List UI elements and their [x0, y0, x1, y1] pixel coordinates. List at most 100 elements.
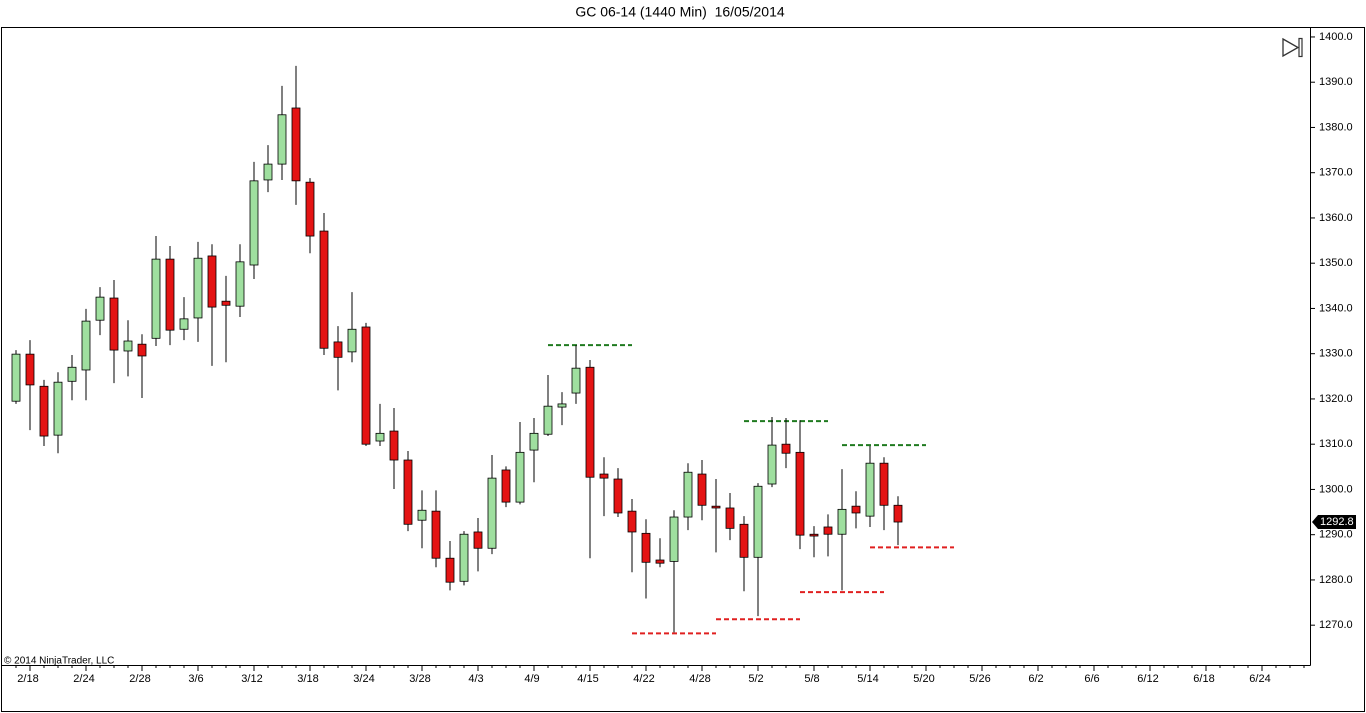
- candle-body: [725, 507, 735, 529]
- chart-title: GC 06-14 (1440 Min) 16/05/2014: [575, 4, 785, 20]
- candle-body: [473, 531, 483, 549]
- candle-body: [67, 366, 77, 382]
- candle-body: [557, 403, 567, 408]
- candle-body: [347, 328, 357, 353]
- candle-body: [767, 444, 777, 485]
- candle-body: [487, 477, 497, 549]
- y-tick-label: 1390.0: [1319, 76, 1353, 88]
- x-tick-label: 2/24: [73, 673, 94, 685]
- candle-body: [585, 366, 595, 478]
- candle-body: [613, 478, 623, 514]
- y-tick-label: 1340.0: [1319, 302, 1353, 314]
- x-tick-label: 5/20: [913, 673, 934, 685]
- candle-body: [515, 451, 525, 503]
- chart-frame: [1, 27, 1365, 712]
- x-tick-label: 4/3: [468, 673, 483, 685]
- candle-body: [417, 509, 427, 521]
- candle-body: [627, 510, 637, 533]
- x-tick-label: 6/12: [1137, 673, 1158, 685]
- x-tick-label: 3/6: [188, 673, 203, 685]
- candle-body: [823, 526, 833, 535]
- candle-body: [655, 559, 665, 564]
- candle-body: [501, 469, 511, 503]
- play-icon[interactable]: [1282, 37, 1303, 58]
- candle-body: [53, 381, 63, 436]
- candle-body: [641, 532, 651, 563]
- candle-body: [333, 341, 343, 358]
- candle-body: [291, 107, 301, 182]
- candle-body: [263, 163, 273, 181]
- x-tick-label: 3/18: [297, 673, 318, 685]
- x-tick-label: 3/28: [409, 673, 430, 685]
- y-tick-label: 1330.0: [1319, 348, 1353, 360]
- x-tick-label: 5/14: [857, 673, 878, 685]
- candle-body: [389, 430, 399, 461]
- y-tick-label: 1310.0: [1319, 438, 1353, 450]
- candle-body: [95, 296, 105, 321]
- last-price-tag: [1312, 515, 1356, 530]
- candle-body: [837, 508, 847, 535]
- candle-body: [851, 505, 861, 514]
- candle-body: [137, 343, 147, 357]
- y-tick-label: 1380.0: [1319, 121, 1353, 133]
- candle-body: [81, 320, 91, 371]
- x-tick-label: 2/18: [17, 673, 38, 685]
- candle-body: [753, 485, 763, 558]
- x-tick-label: 6/18: [1193, 673, 1214, 685]
- candle-body: [865, 462, 875, 517]
- candle-body: [697, 473, 707, 506]
- y-tick-label: 1280.0: [1319, 574, 1353, 586]
- candle-body: [683, 471, 693, 518]
- candle-body: [809, 533, 819, 537]
- x-tick-label: 3/12: [241, 673, 262, 685]
- x-tick-label: 6/24: [1249, 673, 1270, 685]
- candle-body: [193, 257, 203, 319]
- candle-body: [361, 326, 371, 445]
- candle-body: [221, 300, 231, 306]
- y-tick-label: 1360.0: [1319, 212, 1353, 224]
- candle-body: [109, 297, 119, 351]
- candle-body: [39, 385, 49, 437]
- candle-body: [459, 533, 469, 582]
- candle-body: [781, 443, 791, 454]
- x-tick-label: 4/15: [577, 673, 598, 685]
- candle-body: [529, 432, 539, 451]
- copyright: © 2014 NinjaTrader, LLC: [4, 656, 114, 667]
- y-tick-label: 1270.0: [1319, 619, 1353, 631]
- candle-body: [711, 505, 721, 509]
- candle-body: [893, 504, 903, 523]
- candle-body: [11, 353, 21, 402]
- candle-body: [543, 405, 553, 435]
- x-tick-label: 2/28: [129, 673, 150, 685]
- candle-body: [375, 432, 385, 442]
- y-tick-label: 1290.0: [1319, 529, 1353, 541]
- candle-body: [599, 473, 609, 479]
- y-tick-label: 1400.0: [1319, 31, 1353, 43]
- x-tick-label: 3/24: [353, 673, 374, 685]
- candle-body: [123, 340, 133, 352]
- candle-body: [249, 180, 259, 266]
- candle-body: [179, 318, 189, 330]
- x-tick-label: 6/2: [1028, 673, 1043, 685]
- x-tick-label: 4/28: [689, 673, 710, 685]
- y-tick-label: 1300.0: [1319, 483, 1353, 495]
- candle-body: [571, 367, 581, 394]
- candle-body: [165, 258, 175, 331]
- candle-body: [879, 462, 889, 506]
- y-tick-label: 1370.0: [1319, 167, 1353, 179]
- last-price-label: 1292.8: [1320, 516, 1354, 528]
- x-tick-label: 5/2: [748, 673, 763, 685]
- candle-body: [431, 510, 441, 559]
- x-tick-label: 4/22: [633, 673, 654, 685]
- candle-body: [207, 255, 217, 308]
- candle-body: [151, 258, 161, 339]
- x-tick-label: 5/26: [969, 673, 990, 685]
- y-tick-label: 1320.0: [1319, 393, 1353, 405]
- candle-body: [445, 557, 455, 583]
- x-tick-label: 4/9: [524, 673, 539, 685]
- candle-body: [403, 459, 413, 525]
- candle-body: [235, 261, 245, 307]
- candle-body: [277, 114, 287, 165]
- candle-body: [305, 181, 315, 237]
